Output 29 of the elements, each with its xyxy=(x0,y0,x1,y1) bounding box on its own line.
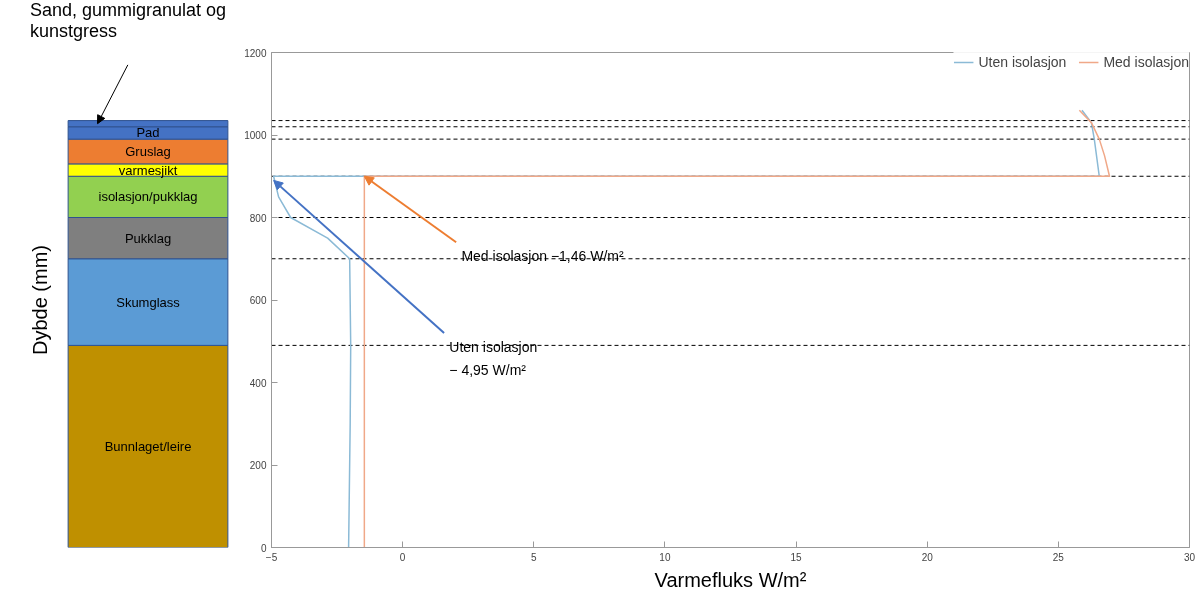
series-label: isolasjon/pukklag xyxy=(98,189,198,205)
series-label: Skumglass xyxy=(116,294,181,310)
series-label: Bunnlaget/leire xyxy=(104,438,192,454)
x-tick-label: 5 xyxy=(531,551,537,563)
series-label: Pukklag xyxy=(124,230,172,246)
y-tick-label: 200 xyxy=(249,460,267,471)
x-axis-title: Varmefluks W/m² xyxy=(654,568,807,591)
y-tick-label: 400 xyxy=(249,377,267,389)
x-tick-label: 30 xyxy=(1183,551,1196,563)
x-tick-label: 20 xyxy=(921,551,934,563)
legend-label: Uten isolasjon xyxy=(978,54,1067,70)
series-label: Gruslag xyxy=(125,144,171,159)
y-tick-label: 1200 xyxy=(244,47,267,59)
annotation: Uten isolasjon − 4,95 W/m² xyxy=(449,339,538,378)
y-tick-label: 600 xyxy=(249,295,267,306)
x-tick-label: 0 xyxy=(399,551,406,563)
text: Sand, gummigranulat og kunstgress xyxy=(30,0,227,42)
series-label: Pad xyxy=(136,125,160,141)
annotation: Med isolasjon −1,46 W/m² xyxy=(461,248,624,265)
y-axis-title: Dybde (mm) xyxy=(28,244,51,355)
y-tick-label: 800 xyxy=(249,212,267,224)
y-tick-label: 1000 xyxy=(244,130,267,141)
legend-label: Med isolasjon xyxy=(1103,54,1189,70)
x-tick-label: 15 xyxy=(790,551,803,563)
x-tick-label: 10 xyxy=(659,551,671,563)
y-tick-label: 0 xyxy=(260,542,267,554)
x-tick-label: −5 xyxy=(265,551,278,563)
x-tick-label: 25 xyxy=(1052,551,1065,563)
series-label: varmesjikt xyxy=(118,162,178,178)
